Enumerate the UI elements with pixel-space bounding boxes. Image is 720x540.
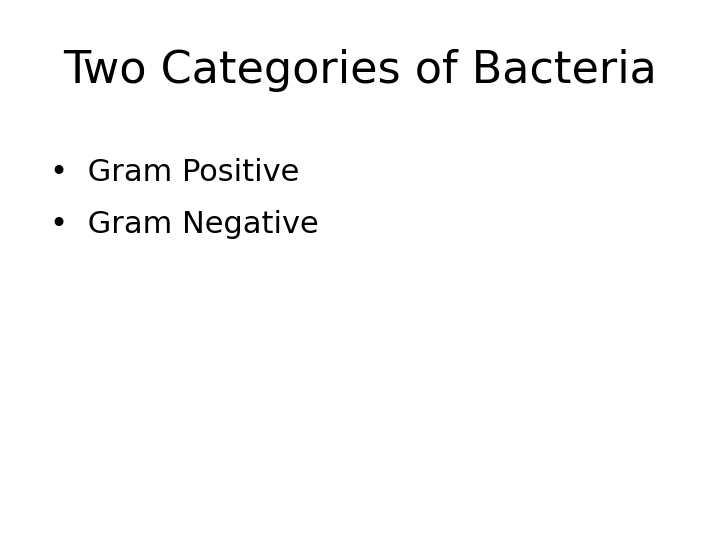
Text: Two Categories of Bacteria: Two Categories of Bacteria [63, 49, 657, 92]
Text: •  Gram Positive: • Gram Positive [50, 158, 300, 187]
Text: •  Gram Negative: • Gram Negative [50, 210, 319, 239]
